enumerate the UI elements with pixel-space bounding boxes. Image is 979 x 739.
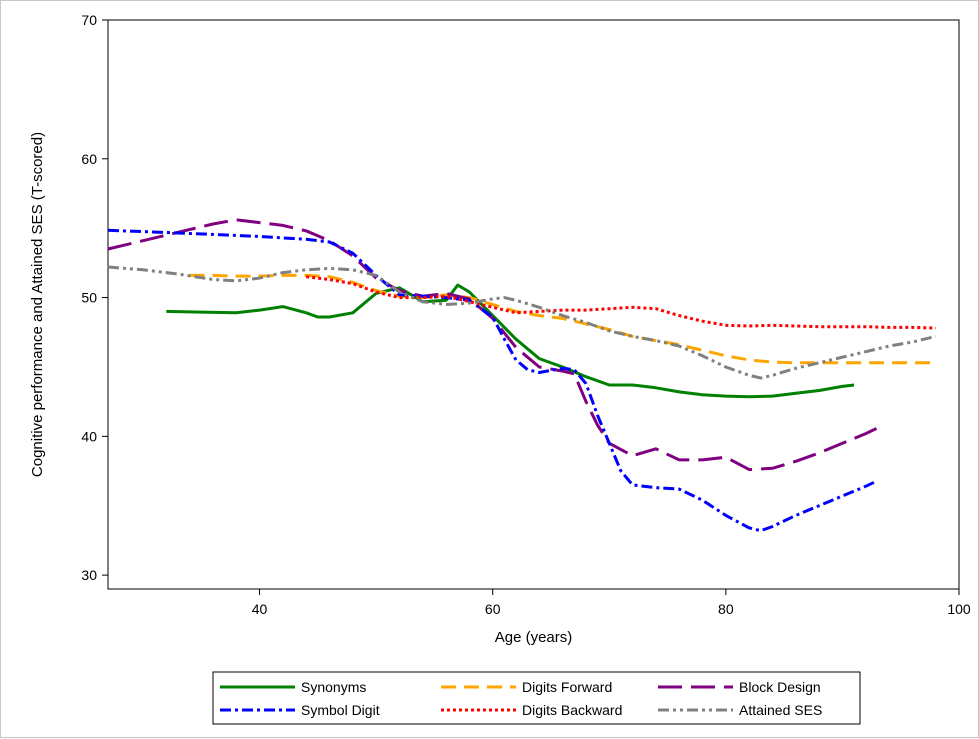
legend-label-block-design: Block Design	[739, 679, 821, 695]
series-line-symbol-digit	[107, 228, 879, 533]
legend-label-digits-backward: Digits Backward	[522, 702, 622, 718]
series-line-digits-forward	[189, 273, 936, 365]
plot-area-border	[107, 19, 960, 590]
legend-label-attained-ses: Attained SES	[739, 702, 822, 718]
x-tick-label: 80	[718, 601, 734, 617]
x-axis-title: Age (years)	[495, 629, 573, 646]
legend-label-symbol-digit: Symbol Digit	[301, 702, 380, 718]
x-tick-label: 40	[252, 601, 268, 617]
y-tick-label: 30	[81, 567, 97, 583]
y-tick-label: 70	[81, 12, 97, 28]
series-line-digits-backward	[306, 275, 936, 330]
y-tick-label: 50	[81, 290, 97, 306]
series-line-attained-ses	[107, 265, 937, 380]
y-tick-label: 40	[81, 428, 97, 444]
legend-label-synonyms: Synonyms	[301, 679, 366, 695]
legend-label-digits-forward: Digits Forward	[522, 679, 612, 695]
x-tick-label: 60	[485, 601, 501, 617]
y-tick-label: 60	[81, 151, 97, 167]
x-tick-label: 100	[947, 601, 971, 617]
series-line-block-design	[107, 218, 879, 472]
series-line-synonyms	[166, 283, 855, 399]
y-axis-title: Cognitive performance and Attained SES (…	[29, 132, 46, 477]
legend-box	[212, 671, 861, 725]
